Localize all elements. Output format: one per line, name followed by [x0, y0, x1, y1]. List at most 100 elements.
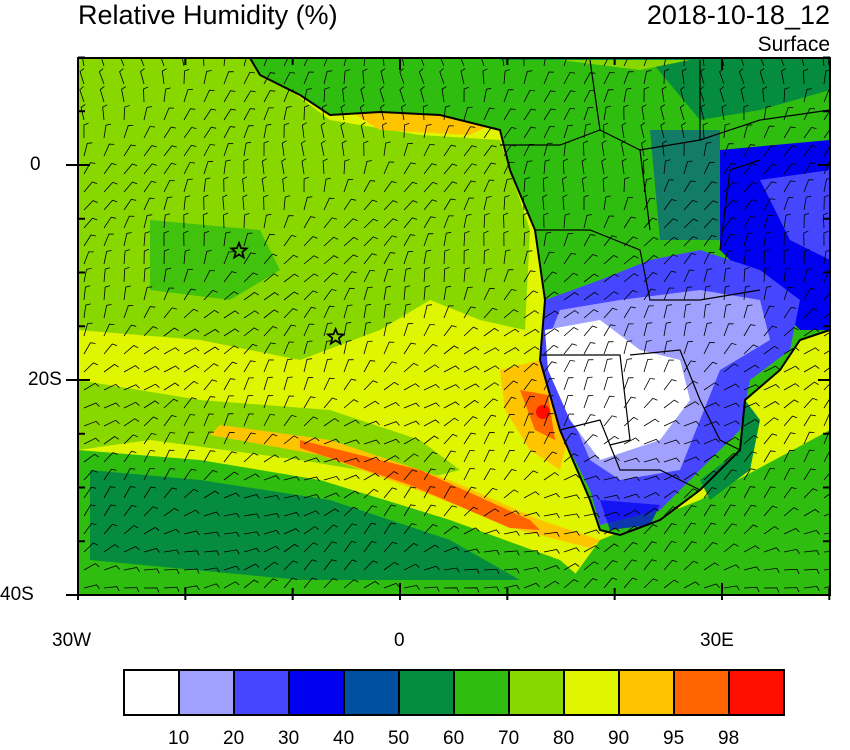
wind-barb — [263, 342, 276, 355]
wind-barb — [203, 550, 220, 556]
wind-barb — [83, 181, 98, 193]
wind-barb — [343, 198, 357, 211]
wind-barb — [303, 396, 316, 409]
wind-barb — [623, 71, 634, 85]
wind-barb — [679, 104, 685, 121]
wind-barb — [763, 401, 780, 409]
wind-barb — [203, 469, 218, 481]
wind-barb — [763, 144, 777, 157]
wind-barb — [343, 254, 359, 265]
wind-barb — [243, 547, 260, 553]
wind-barb — [443, 285, 452, 301]
wind-barb — [783, 383, 800, 391]
wind-barb — [783, 548, 800, 554]
wind-barb — [203, 431, 215, 445]
wind-barb — [243, 213, 250, 229]
star-marker — [325, 326, 346, 346]
wind-barb — [623, 306, 636, 319]
wind-barb — [603, 291, 619, 301]
wind-barb — [399, 68, 405, 85]
wind-barb — [83, 420, 100, 427]
wind-barb — [163, 507, 179, 517]
wind-barb — [403, 303, 411, 319]
wind-barb — [343, 474, 360, 481]
wind-barb — [143, 365, 160, 373]
wind-barb — [143, 506, 158, 517]
wind-barb — [363, 180, 376, 193]
wind-barb — [143, 306, 156, 319]
wind-barb — [79, 68, 85, 85]
wind-barb — [623, 87, 632, 103]
wind-barb — [163, 287, 175, 301]
wind-barb — [340, 104, 346, 121]
wind-barb — [803, 88, 813, 103]
wind-barb — [643, 255, 659, 265]
wind-barb — [683, 321, 692, 337]
wind-barb — [603, 105, 612, 121]
wind-barb — [103, 452, 118, 463]
wind-barb — [423, 544, 440, 553]
wind-barb — [463, 145, 477, 157]
wind-barb — [643, 158, 649, 175]
wind-barb — [263, 233, 275, 247]
wind-barb — [523, 58, 525, 67]
wind-barb — [563, 252, 577, 265]
humidity-field — [78, 58, 830, 595]
wind-barb — [723, 303, 732, 319]
wind-barb — [143, 486, 156, 499]
wind-barb — [503, 449, 515, 463]
wind-barb — [223, 271, 237, 283]
wind-barb — [543, 90, 556, 103]
wind-barb — [383, 58, 385, 67]
wind-barb — [323, 58, 328, 67]
wind-barb — [343, 540, 357, 553]
wind-barb — [583, 545, 600, 553]
wind-barb — [303, 510, 320, 517]
wind-barb — [203, 583, 220, 589]
wind-barb — [423, 451, 438, 463]
wind-barb — [601, 158, 607, 175]
wind-barb — [603, 254, 619, 265]
wind-barb — [743, 524, 758, 535]
wind-barb — [303, 476, 320, 482]
wind-barb — [723, 267, 731, 283]
wind-barb — [83, 542, 98, 553]
wind-barb — [623, 323, 634, 337]
wind-barb — [203, 309, 219, 319]
wind-barb — [443, 345, 459, 355]
wind-barb — [623, 216, 636, 229]
wind-barb — [583, 512, 600, 518]
wind-barb — [463, 486, 477, 499]
wind-barb — [783, 346, 800, 355]
wind-barb — [83, 285, 91, 301]
wind-barb — [783, 306, 797, 319]
wind-barb — [303, 255, 319, 265]
wind-barb — [223, 328, 240, 337]
wind-barb — [643, 524, 658, 535]
colorbar-swatch — [123, 669, 180, 716]
wind-barb — [120, 58, 125, 67]
wind-barb — [583, 214, 593, 229]
wind-barb — [383, 402, 400, 409]
wind-barb — [663, 439, 680, 445]
wind-barb — [743, 124, 753, 139]
wind-barb — [583, 434, 598, 445]
wind-barb — [403, 142, 413, 157]
wind-barb — [523, 582, 540, 589]
wind-barb — [103, 419, 120, 427]
wind-barb — [223, 378, 236, 391]
wind-barb — [663, 379, 677, 391]
wind-barb — [422, 104, 428, 121]
wind-barb — [663, 523, 677, 535]
wind-barb — [483, 382, 500, 391]
wind-barb — [603, 215, 615, 229]
wind-barb — [583, 475, 600, 481]
wind-barb — [703, 322, 713, 337]
wind-barb — [783, 528, 800, 535]
wind-barb — [763, 105, 772, 121]
wind-barb — [263, 578, 278, 589]
wind-barb — [563, 124, 573, 139]
wind-barb — [583, 414, 596, 427]
wind-barb — [700, 104, 706, 121]
wind-barb — [163, 162, 177, 175]
